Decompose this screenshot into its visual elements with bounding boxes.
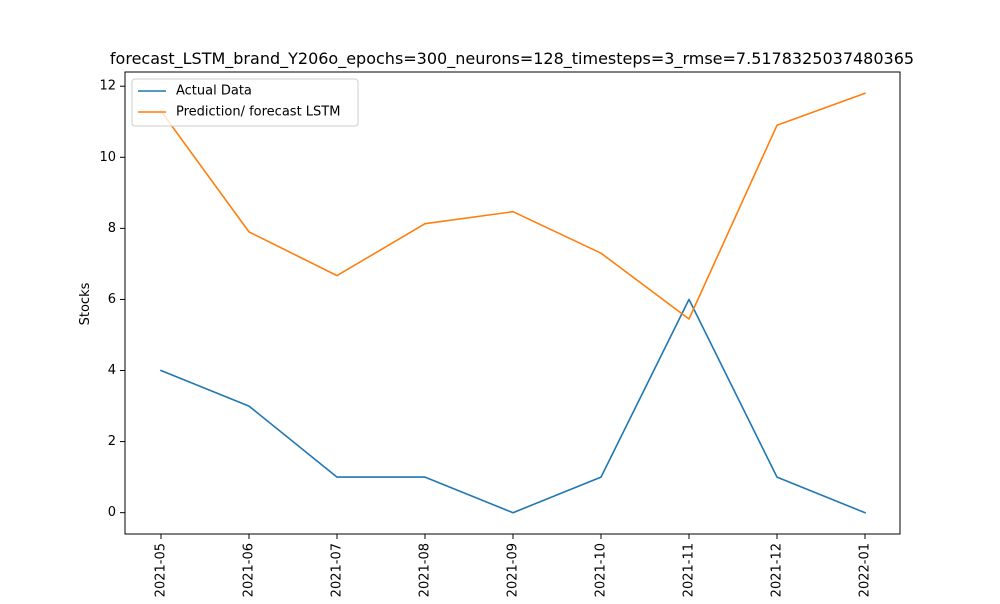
series-line-0 [159,298,867,514]
chart-title: forecast_LSTM_brand_Y206o_epochs=300_neu… [110,49,914,69]
legend-label-1: Prediction/ forecast LSTM [176,105,340,120]
x-tick-label: 2021-11 [682,543,697,597]
x-tick-label: 2021-05 [154,543,169,597]
x-tick-label: 2021-09 [506,543,521,597]
plot-frame [124,71,901,535]
y-tick-label: 6 [108,292,116,307]
y-axis-ticks: 0 2 4 6 8 10 12 [99,79,125,520]
y-tick-label: 2 [108,434,116,449]
y-tick-label: 8 [108,221,116,236]
legend: Actual Data Prediction/ forecast LSTM [131,78,359,127]
x-tick-label: 2021-08 [418,543,433,597]
y-tick-label: 0 [108,505,116,520]
legend-box [131,78,359,127]
legend-label-0: Actual Data [176,84,252,99]
series-line-1 [159,92,867,320]
x-tick-label: 2021-10 [594,543,609,597]
plot-area [159,92,867,514]
x-axis-ticks: 2021-05 2021-06 2021-07 2021-08 2021-09 2021-… [154,534,873,597]
x-tick-label: 2021-07 [330,543,345,597]
y-axis-label: Stocks [78,282,93,325]
x-tick-label: 2021-06 [242,543,257,597]
x-tick-label: 2022-01 [858,543,873,597]
x-tick-label: 2021-12 [770,543,785,597]
y-tick-label: 12 [99,79,116,94]
y-tick-label: 4 [108,363,116,378]
y-tick-label: 10 [99,150,116,165]
